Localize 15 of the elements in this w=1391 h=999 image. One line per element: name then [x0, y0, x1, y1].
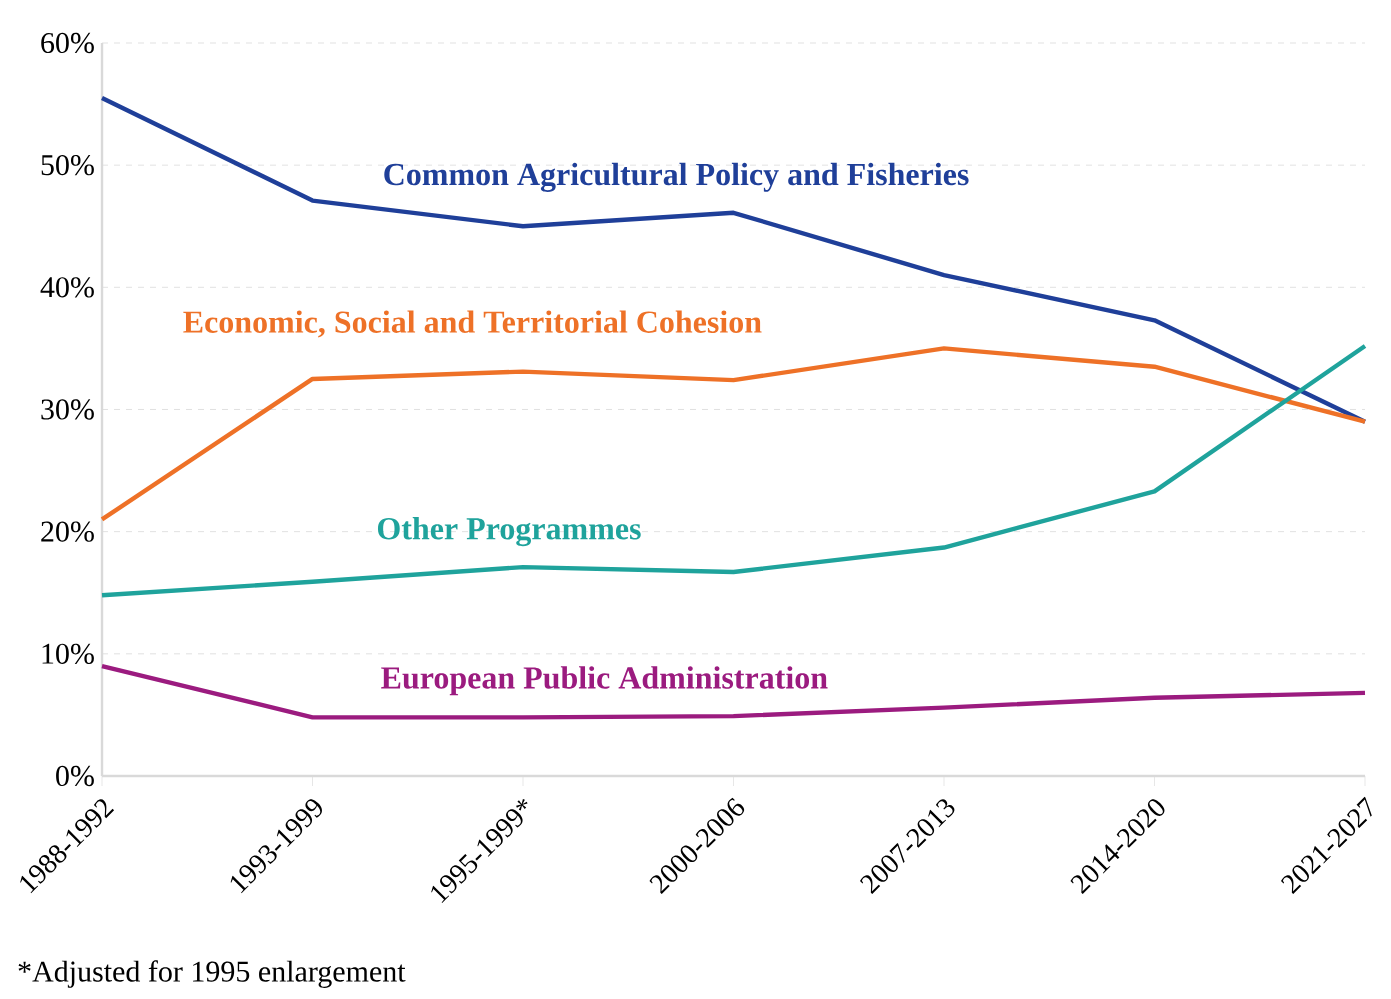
y-tick-label: 0%	[56, 765, 94, 787]
line-series	[99, 663, 1368, 720]
y-tick-label: 40%	[40, 277, 94, 298]
series-label: European Public Administration	[381, 666, 828, 696]
line-series	[99, 343, 1368, 598]
y-tick-label: 60%	[41, 32, 94, 54]
text: *Adjusted for 1995 enlargement	[18, 960, 406, 988]
y-tick-label: 30%	[41, 399, 94, 420]
y-tick-label: 10%	[42, 643, 94, 665]
series-label: Common Agricultural Policy and Fisheries	[384, 162, 969, 192]
series-label: Economic, Social and Territorial Cohesion	[183, 310, 762, 338]
y-tick-label: 20%	[41, 521, 94, 542]
y-tick-label: 50%	[41, 154, 94, 176]
series-label: Other Programmes	[377, 517, 641, 547]
line-series	[99, 95, 1368, 424]
